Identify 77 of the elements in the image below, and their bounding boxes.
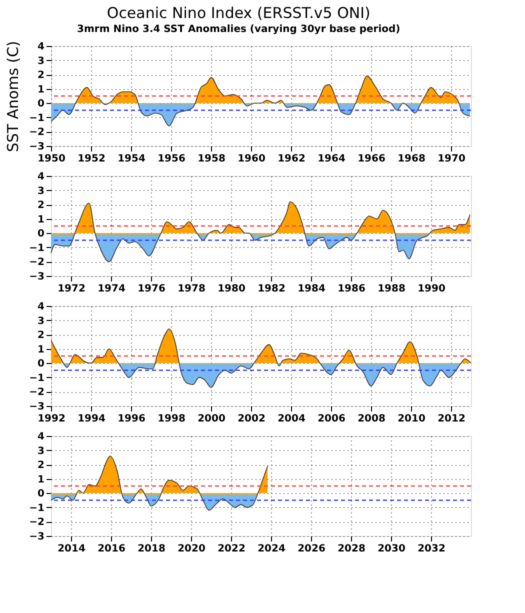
x-tick-label: 1998 <box>158 414 186 424</box>
x-tick-label: 1966 <box>358 154 386 164</box>
y-tick-label: −2 <box>29 257 45 268</box>
y-tick-label: 1 <box>38 474 45 486</box>
x-tick-label: 2022 <box>218 544 246 554</box>
y-tick-label: 3 <box>38 56 45 67</box>
chart-subtitle: 3mrm Nino 3.4 SST Anomalies (varying 30yr base period) <box>77 24 400 35</box>
y-tick-label: 0 <box>38 98 45 110</box>
y-tick-label: −1 <box>29 502 45 514</box>
x-tick-label: 1988 <box>378 284 406 294</box>
x-tick-label: 1986 <box>338 284 366 294</box>
y-tick-label: −1 <box>29 242 45 254</box>
x-tick-label: 1956 <box>158 154 186 164</box>
x-tick-label: 1962 <box>278 154 306 164</box>
x-tick-label: 2024 <box>258 544 286 554</box>
x-tick-label: 2006 <box>318 414 346 424</box>
y-tick-label: 1 <box>38 84 45 96</box>
x-tick-label: 1974 <box>98 284 126 294</box>
y-tick-label: 4 <box>38 302 45 312</box>
y-tick-label: −2 <box>29 127 45 138</box>
y-tick-label: −3 <box>29 272 45 282</box>
y-tick-label: 0 <box>38 488 45 500</box>
x-tick-label: 2002 <box>238 414 266 424</box>
y-tick-label: 4 <box>38 432 45 442</box>
x-tick-label: 2030 <box>378 544 406 554</box>
y-tick-label: 3 <box>38 446 45 457</box>
y-tick-label: 3 <box>38 186 45 197</box>
y-tick-label: −3 <box>29 532 45 542</box>
x-tick-label: 1976 <box>138 284 166 294</box>
y-tick-label: −1 <box>29 372 45 384</box>
x-tick-label: 1964 <box>318 154 346 164</box>
x-tick-label: 2014 <box>58 544 86 554</box>
x-tick-label: 2026 <box>298 544 326 554</box>
x-tick-label: 2012 <box>438 414 466 424</box>
y-tick-label: 2 <box>38 200 45 212</box>
y-tick-label: −2 <box>29 387 45 398</box>
x-tick-label: 1980 <box>218 284 246 294</box>
x-tick-label: 1950 <box>38 154 66 164</box>
x-tick-label: 2020 <box>178 544 206 554</box>
x-tick-label: 2010 <box>398 414 426 424</box>
y-tick-label: 3 <box>38 316 45 327</box>
y-tick-label: 2 <box>38 70 45 82</box>
y-tick-label: 1 <box>38 344 45 356</box>
x-tick-label: 1972 <box>58 284 86 294</box>
x-tick-label: 2004 <box>278 414 306 424</box>
x-tick-label: 2008 <box>358 414 386 424</box>
y-tick-label: 2 <box>38 330 45 342</box>
y-tick-label: 0 <box>38 358 45 370</box>
x-tick-label: 2018 <box>138 544 166 554</box>
x-tick-label: 1994 <box>78 414 106 424</box>
y-tick-label: 4 <box>38 42 45 52</box>
x-tick-label: 2000 <box>198 414 226 424</box>
x-tick-label: 1992 <box>38 414 66 424</box>
x-tick-label: 1958 <box>198 154 226 164</box>
x-tick-label: 1970 <box>438 154 466 164</box>
x-tick-label: 2028 <box>338 544 366 554</box>
y-tick-label: −2 <box>29 517 45 528</box>
x-tick-label: 1968 <box>398 154 426 164</box>
y-tick-label: −1 <box>29 112 45 124</box>
y-tick-label: 2 <box>38 460 45 472</box>
y-tick-label: 0 <box>38 228 45 240</box>
x-tick-label: 1978 <box>178 284 206 294</box>
y-tick-label: 4 <box>38 172 45 182</box>
x-tick-label: 1952 <box>78 154 106 164</box>
y-tick-label: −3 <box>29 402 45 412</box>
x-tick-label: 1954 <box>118 154 146 164</box>
chart-title: Oceanic Nino Index (ERSST.v5 ONI) <box>106 4 370 22</box>
x-tick-label: 2016 <box>98 544 126 554</box>
y-tick-label: 1 <box>38 214 45 226</box>
y-tick-label: −3 <box>29 142 45 152</box>
x-tick-label: 1960 <box>238 154 266 164</box>
x-tick-label: 2032 <box>418 544 446 554</box>
x-tick-label: 1996 <box>118 414 146 424</box>
x-tick-label: 1982 <box>258 284 286 294</box>
y-axis-title: SST Anoms (C) <box>4 40 22 152</box>
x-tick-label: 1984 <box>298 284 326 294</box>
x-tick-label: 1990 <box>418 284 446 294</box>
